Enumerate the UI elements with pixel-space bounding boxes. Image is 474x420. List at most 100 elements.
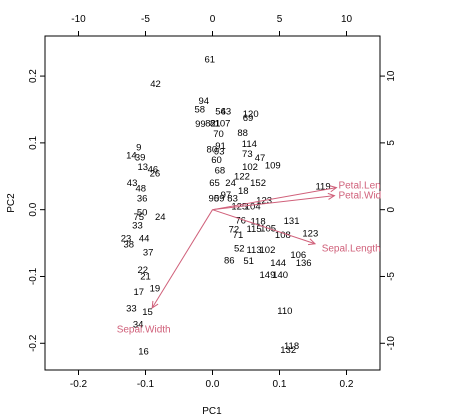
point-label: 61	[205, 54, 216, 65]
loading-arrowhead	[329, 185, 338, 193]
loading-arrow	[212, 195, 335, 211]
point-label: 34	[133, 320, 144, 331]
point-label: 73	[242, 149, 253, 160]
top-tick-label: -10	[71, 14, 86, 25]
point-label: 88	[237, 128, 248, 139]
point-label: 22	[138, 265, 149, 276]
top-tick-label: -5	[141, 14, 150, 25]
point-label: 94	[199, 96, 210, 107]
loading-arrowhead	[151, 300, 159, 309]
point-label: 50	[137, 207, 148, 218]
point-label: 152	[250, 178, 266, 189]
point-label: 13	[138, 162, 149, 173]
point-label: 68	[215, 165, 226, 176]
point-label: 136	[296, 258, 312, 269]
x-tick-label: 0.0	[206, 379, 220, 390]
point-label: 38	[123, 239, 134, 250]
point-label: 104	[245, 201, 261, 212]
x-tick-label: 0.1	[273, 379, 287, 390]
loading-arrow	[212, 209, 316, 245]
point-label: 131	[284, 216, 300, 227]
right-tick-label: 0	[386, 206, 397, 212]
point-label: 59	[214, 193, 225, 204]
y-tick-label: 0.1	[28, 135, 39, 149]
y-tick-label: 0.2	[28, 69, 39, 83]
point-label: 97	[221, 190, 232, 201]
point-label: 80	[207, 145, 218, 156]
point-label: 70	[213, 129, 224, 140]
right-tick-label: -5	[386, 272, 397, 281]
point-label: 37	[143, 247, 154, 258]
point-label: 33	[132, 221, 143, 232]
loading-label: Petal.Wid	[338, 191, 381, 202]
point-label: 86	[224, 255, 235, 266]
point-label: 48	[136, 183, 147, 194]
x-tick-label: -0.2	[70, 379, 88, 390]
x-tick-label: 0.2	[340, 379, 354, 390]
axes: -0.2 -0.1 0.0 0.1 0.2 -0.2 -0.1 0.0 0.1 0.2 -10 -5 0…	[28, 14, 397, 390]
point-label: 14	[126, 151, 137, 162]
point-label: 71	[233, 230, 244, 241]
point-label: 113	[246, 245, 261, 256]
point-label: 114	[242, 139, 257, 150]
point-label: 60	[211, 155, 222, 166]
top-tick-label: 0	[210, 14, 216, 25]
top-tick-label: 10	[341, 14, 353, 25]
point-label: 99	[195, 119, 206, 130]
right-tick-label: 10	[386, 70, 397, 82]
point-label: 47	[255, 153, 266, 164]
point-label: 24	[225, 178, 236, 189]
right-tick-label: 5	[386, 140, 397, 146]
point-label: 108	[275, 230, 291, 241]
point-label: 43	[127, 178, 138, 189]
point-label: 83	[227, 193, 238, 204]
point-label: 81	[210, 119, 221, 130]
point-label: 19	[150, 284, 161, 295]
point-label: 120	[243, 109, 259, 120]
loading-label: Petal.Len	[338, 181, 380, 192]
point-label: 119	[315, 181, 330, 192]
y-tick-label: -0.2	[28, 334, 39, 352]
point-label: 115	[246, 224, 261, 235]
point-label: 15	[142, 307, 153, 318]
point-label: 102	[242, 162, 258, 173]
point-label: 90	[209, 193, 220, 204]
point-label: 46	[148, 165, 159, 176]
point-label: 9	[136, 143, 141, 154]
point-label: 149	[260, 270, 276, 281]
loading-label: Sepal.Width	[117, 324, 171, 335]
loading-arrow	[151, 209, 213, 309]
point-label: 36	[137, 193, 148, 204]
loading-arrowhead	[308, 238, 317, 246]
y-tick-label: -0.1	[28, 267, 39, 285]
point-label: 75	[134, 212, 145, 223]
point-label: 123	[302, 229, 318, 240]
point-label: 144	[270, 258, 286, 269]
point-label: 106	[290, 250, 306, 261]
point-label: 109	[265, 161, 281, 172]
point-label: 105	[260, 223, 276, 234]
point-label: 24	[155, 212, 166, 223]
point-label: 52	[234, 243, 245, 254]
point-label: 17	[134, 287, 145, 298]
point-label: 118	[284, 341, 299, 352]
point-label: 76	[235, 215, 246, 226]
point-label: 107	[215, 119, 231, 130]
point-label: 16	[138, 346, 149, 357]
point-label: 69	[243, 113, 254, 124]
point-label: 51	[243, 256, 254, 267]
right-tick-label: -10	[386, 336, 397, 351]
y-axis-label: PC2	[6, 193, 17, 213]
point-label: 82	[205, 119, 216, 130]
point-label: 23	[121, 233, 132, 244]
point-label: 58	[194, 104, 205, 115]
point-label: 21	[140, 271, 151, 282]
loading-label: Sepal.Length	[322, 243, 381, 254]
point-label: 54	[215, 106, 226, 117]
point-label: 118	[250, 217, 265, 228]
loading-arrow	[212, 187, 337, 211]
point-label: 44	[139, 233, 150, 244]
point-label: 132	[280, 345, 296, 356]
